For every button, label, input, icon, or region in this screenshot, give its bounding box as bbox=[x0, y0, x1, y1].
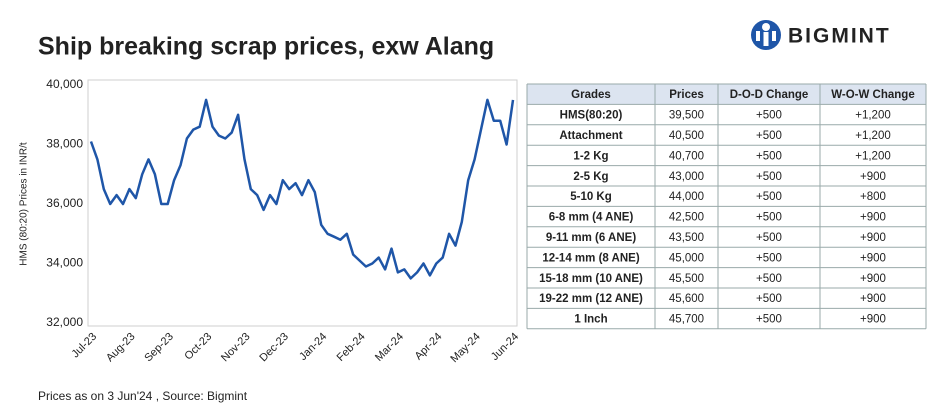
price-line bbox=[89, 98, 515, 280]
x-tick-label: Aug-23 bbox=[104, 331, 138, 365]
table-cell: 40,500 bbox=[669, 130, 704, 142]
table-cell: +900 bbox=[860, 252, 886, 264]
table-cell: +900 bbox=[860, 273, 886, 285]
table-cell: +900 bbox=[860, 293, 886, 305]
table-cell: 2-5 Kg bbox=[573, 171, 608, 183]
table-header: Prices bbox=[669, 89, 704, 101]
y-tick-label: 32,000 bbox=[46, 315, 83, 329]
table-cell: 45,700 bbox=[669, 314, 704, 326]
x-tick-label: May-24 bbox=[448, 331, 482, 365]
logo-text: BIGMINT bbox=[788, 25, 891, 48]
x-tick-label: Jul-23 bbox=[69, 331, 99, 361]
table-cell: +500 bbox=[756, 150, 782, 162]
table-cell: 6-8 mm (4 ANE) bbox=[549, 212, 634, 224]
y-tick-label: 40,000 bbox=[46, 77, 83, 91]
x-tick-label: Mar-24 bbox=[373, 331, 406, 364]
table-cell: +1,200 bbox=[855, 150, 891, 162]
table-cell: +500 bbox=[756, 314, 782, 326]
y-tick-label: 34,000 bbox=[46, 256, 83, 270]
x-tick-label: Feb-24 bbox=[335, 331, 368, 364]
table-cell: +900 bbox=[860, 232, 886, 244]
table-header: Grades bbox=[571, 89, 611, 101]
table-cell: +500 bbox=[756, 212, 782, 224]
table-cell: HMS(80:20) bbox=[560, 110, 623, 122]
table-cell: 1-2 Kg bbox=[573, 150, 608, 162]
table-cell: 9-11 mm (6 ANE) bbox=[546, 232, 636, 244]
plot-frame bbox=[87, 79, 518, 327]
table-cell: 42,500 bbox=[669, 212, 704, 224]
table-header: D-O-D Change bbox=[730, 89, 809, 101]
table-cell: +500 bbox=[756, 191, 782, 203]
logo-icon bbox=[751, 20, 781, 50]
table-cell: +800 bbox=[860, 191, 886, 203]
table-cell: +1,200 bbox=[855, 110, 891, 122]
y-tick-label: 36,000 bbox=[46, 196, 83, 210]
table-cell: 43,000 bbox=[669, 171, 704, 183]
table-cell: 45,000 bbox=[669, 252, 704, 264]
table-cell: 45,600 bbox=[669, 293, 704, 305]
table-cell: 19-22 mm (12 ANE) bbox=[539, 293, 643, 305]
table-cell: 45,500 bbox=[669, 273, 704, 285]
table-cell: 43,500 bbox=[669, 232, 704, 244]
table-header-bg bbox=[527, 84, 926, 105]
table-cell: 39,500 bbox=[669, 110, 704, 122]
y-tick-label: 38,000 bbox=[46, 137, 83, 151]
y-axis-label: HMS (80:20) Prices in INR/t bbox=[19, 142, 30, 266]
chart-title: Ship breaking scrap prices, exw Alang bbox=[38, 33, 494, 61]
table-cell: 44,000 bbox=[669, 191, 704, 203]
table-cell: +500 bbox=[756, 110, 782, 122]
table-cell: +500 bbox=[756, 252, 782, 264]
table-cell: +500 bbox=[756, 293, 782, 305]
table-cell: 15-18 mm (10 ANE) bbox=[539, 273, 643, 285]
x-tick-label: Apr-24 bbox=[413, 331, 445, 363]
table-cell: 5-10 Kg bbox=[570, 191, 612, 203]
x-tick-label: Nov-23 bbox=[219, 331, 253, 365]
x-tick-label: Oct-23 bbox=[182, 331, 214, 363]
table-cell: +900 bbox=[860, 212, 886, 224]
table-cell: +500 bbox=[756, 273, 782, 285]
table-cell: 40,700 bbox=[669, 150, 704, 162]
table-cell: 12-14 mm (8 ANE) bbox=[542, 252, 640, 264]
table-cell: +500 bbox=[756, 130, 782, 142]
table-cell: +900 bbox=[860, 314, 886, 326]
table-cell: +500 bbox=[756, 171, 782, 183]
table-header: W-O-W Change bbox=[831, 89, 914, 101]
x-tick-label: Sep-23 bbox=[142, 331, 176, 365]
table-cell: +500 bbox=[756, 232, 782, 244]
x-tick-label: Jun-24 bbox=[489, 331, 521, 363]
table-cell: Attachment bbox=[559, 130, 622, 142]
x-tick-label: Dec-23 bbox=[257, 331, 291, 365]
table-cell: +1,200 bbox=[855, 130, 891, 142]
table-cell: +900 bbox=[860, 171, 886, 183]
x-tick-label: Jan-24 bbox=[297, 331, 329, 363]
footer: Prices as on 3 Jun'24 , Source: Bigmint bbox=[38, 389, 248, 403]
table-cell: 1 Inch bbox=[574, 314, 607, 326]
